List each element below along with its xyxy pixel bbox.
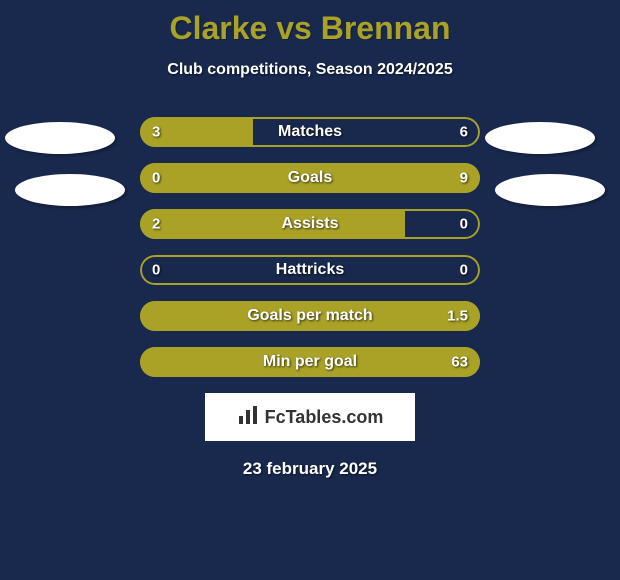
stat-label: Goals per match bbox=[247, 307, 372, 325]
player-ellipse bbox=[485, 122, 595, 154]
stat-bar: 1.5 Goals per match bbox=[140, 301, 480, 331]
stats-bars: 3 6 Matches 0 9 Goals 2 0 Assists 0 0 Hattricks 1.5 G… bbox=[0, 117, 620, 377]
stat-label: Assists bbox=[282, 215, 339, 233]
stat-value-left: 2 bbox=[152, 216, 160, 233]
stat-value-left: 0 bbox=[152, 170, 160, 187]
stat-bar: 0 0 Hattricks bbox=[140, 255, 480, 285]
stat-bar: 2 0 Assists bbox=[140, 209, 480, 239]
stat-bar: 3 6 Matches bbox=[140, 117, 480, 147]
stat-fill-left bbox=[140, 209, 405, 239]
stat-value-left: 3 bbox=[152, 124, 160, 141]
stat-value-right: 9 bbox=[460, 170, 468, 187]
player-ellipse bbox=[495, 174, 605, 206]
stat-label: Matches bbox=[278, 123, 342, 141]
source-badge[interactable]: FcTables.com bbox=[205, 393, 415, 441]
date-label: 23 february 2025 bbox=[0, 459, 620, 479]
stat-value-right: 6 bbox=[460, 124, 468, 141]
stat-label: Hattricks bbox=[276, 261, 344, 279]
source-badge-text: FcTables.com bbox=[265, 407, 384, 428]
stat-bar: 0 9 Goals bbox=[140, 163, 480, 193]
player-ellipse bbox=[5, 122, 115, 154]
stat-value-right: 0 bbox=[460, 262, 468, 279]
comparison-container: Clarke vs Brennan Club competitions, Sea… bbox=[0, 0, 620, 580]
stat-label: Goals bbox=[288, 169, 332, 187]
stat-value-left: 0 bbox=[152, 262, 160, 279]
stat-value-right: 63 bbox=[451, 354, 468, 371]
page-title: Clarke vs Brennan bbox=[0, 0, 620, 47]
page-subtitle: Club competitions, Season 2024/2025 bbox=[0, 61, 620, 79]
stat-value-right: 0 bbox=[460, 216, 468, 233]
stat-value-right: 1.5 bbox=[447, 308, 468, 325]
stat-bar: 63 Min per goal bbox=[140, 347, 480, 377]
bars-logo-icon bbox=[237, 404, 259, 431]
stat-fill-right bbox=[215, 163, 480, 193]
stat-label: Min per goal bbox=[263, 353, 357, 371]
player-ellipse bbox=[15, 174, 125, 206]
